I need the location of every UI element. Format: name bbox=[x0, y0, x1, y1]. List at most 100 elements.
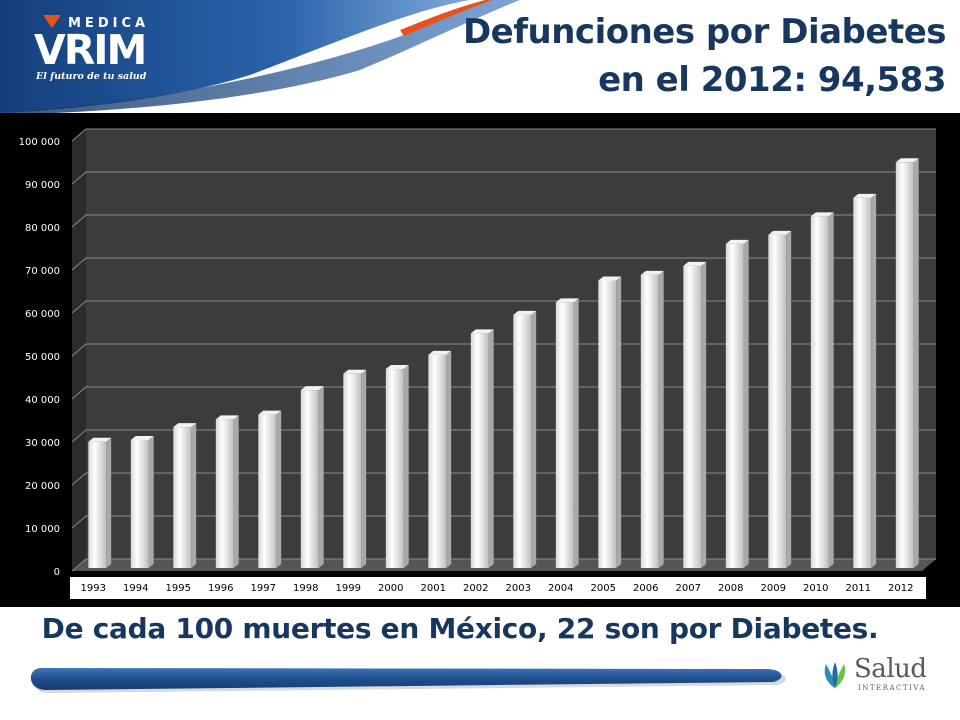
y-tick-label: 50 000 bbox=[25, 352, 60, 363]
bar-side bbox=[913, 158, 919, 568]
x-tick-label: 2007 bbox=[676, 583, 701, 594]
bar-front bbox=[130, 440, 149, 568]
y-tick-label: 30 000 bbox=[25, 438, 60, 449]
x-tick-label: 1997 bbox=[251, 583, 276, 594]
x-tick-label: 2008 bbox=[718, 583, 743, 594]
gridline bbox=[71, 128, 936, 142]
bar-side bbox=[488, 329, 494, 568]
bar-side bbox=[616, 276, 622, 568]
bar-side bbox=[658, 270, 664, 568]
bar bbox=[598, 276, 622, 568]
bar-side bbox=[318, 386, 324, 568]
x-tick-label: 2010 bbox=[803, 583, 828, 594]
bar bbox=[768, 230, 792, 568]
bar-side bbox=[828, 212, 834, 568]
y-axis-ticks: 0 10 000 20 000 30 000 40 000 50 000 60 000 70 … bbox=[19, 137, 60, 578]
x-tick-label: 2003 bbox=[506, 583, 531, 594]
bar-front bbox=[428, 354, 447, 568]
bar-top bbox=[88, 437, 112, 442]
bar-top bbox=[173, 423, 197, 428]
bar-front bbox=[683, 265, 702, 568]
logo-triangle-icon bbox=[43, 15, 61, 28]
bar-top bbox=[513, 310, 537, 315]
salud-interactiva-logo: Salud INTERACTIVA bbox=[818, 654, 938, 694]
bar bbox=[215, 415, 239, 568]
bar-side bbox=[531, 310, 537, 568]
x-tick-label: 2004 bbox=[548, 583, 573, 594]
bar-front bbox=[385, 369, 404, 568]
x-tick-label: 1995 bbox=[166, 583, 191, 594]
bar-side bbox=[871, 193, 877, 568]
bar-top bbox=[428, 350, 452, 355]
x-tick-label: 2012 bbox=[888, 583, 913, 594]
bar bbox=[470, 329, 494, 568]
bar bbox=[725, 239, 749, 569]
x-tick-label: 1994 bbox=[123, 583, 148, 594]
y-tick-label: 40 000 bbox=[25, 395, 60, 406]
bar-side bbox=[701, 261, 707, 568]
bar bbox=[683, 261, 707, 568]
bar-chart: 0 10 000 20 000 30 000 40 000 50 000 60 000 70 … bbox=[19, 128, 936, 599]
bar-front bbox=[598, 280, 617, 568]
x-tick-label: 2011 bbox=[846, 583, 871, 594]
bar-front bbox=[895, 162, 914, 568]
bar bbox=[130, 436, 154, 568]
y-tick-label: 90 000 bbox=[25, 180, 60, 191]
bar bbox=[810, 212, 834, 568]
bar-front bbox=[470, 333, 489, 568]
header-swoosh bbox=[0, 0, 520, 115]
bar-top bbox=[640, 270, 664, 275]
bar bbox=[343, 369, 367, 568]
title-line-1: Defunciones por Diabetes bbox=[462, 12, 947, 52]
x-axis-band bbox=[70, 577, 926, 599]
bar-front bbox=[810, 216, 829, 568]
bar-top bbox=[215, 415, 239, 420]
x-tick-label: 2000 bbox=[378, 583, 403, 594]
bar-front bbox=[555, 302, 574, 568]
y-tick-label: 0 bbox=[54, 567, 60, 578]
y-tick-label: 70 000 bbox=[25, 266, 60, 277]
x-tick-label: 1996 bbox=[208, 583, 233, 594]
bar bbox=[895, 158, 919, 568]
bar-side bbox=[743, 239, 749, 569]
footer-swoosh-bar bbox=[30, 668, 786, 693]
x-tick-label: 1999 bbox=[336, 583, 361, 594]
salud-leaf-icon bbox=[824, 662, 846, 688]
bar-top bbox=[385, 365, 409, 370]
bar bbox=[385, 365, 409, 568]
bar-top bbox=[725, 239, 749, 244]
bar bbox=[173, 423, 197, 568]
x-tick-label: 2009 bbox=[761, 583, 786, 594]
bar-side bbox=[191, 423, 197, 568]
gridline bbox=[71, 257, 936, 271]
y-tick-label: 20 000 bbox=[25, 481, 60, 492]
y-tick-label: 80 000 bbox=[25, 223, 60, 234]
bar-top bbox=[895, 158, 919, 163]
bar-top bbox=[300, 386, 324, 391]
bar-top bbox=[555, 298, 579, 303]
bar-front bbox=[173, 427, 192, 568]
bar-front bbox=[640, 274, 659, 568]
bar-side bbox=[446, 350, 452, 568]
x-tick-label: 2002 bbox=[463, 583, 488, 594]
gridline bbox=[71, 214, 936, 228]
y-tick-label: 10 000 bbox=[25, 524, 60, 535]
bar-front bbox=[88, 441, 107, 568]
bar-front bbox=[725, 243, 744, 569]
gridline bbox=[71, 171, 936, 185]
logo-tagline: El futuro de tu salud bbox=[36, 71, 147, 82]
x-tick-label: 2001 bbox=[421, 583, 446, 594]
bar-top bbox=[258, 410, 282, 415]
x-tick-label: 2005 bbox=[591, 583, 616, 594]
bar-front bbox=[215, 419, 234, 568]
bar bbox=[300, 386, 324, 568]
title-line-2: en el 2012: 94,583 bbox=[598, 60, 946, 100]
x-axis-ticks: 1993 1994 1995 1996 1997 1998 1999 2000 2001 2002… bbox=[70, 577, 926, 599]
plot-background bbox=[72, 129, 936, 571]
bar-front bbox=[300, 390, 319, 568]
chart-panel: 0 10 000 20 000 30 000 40 000 50 000 60 000 70 … bbox=[0, 113, 960, 607]
bar-front bbox=[768, 234, 787, 568]
bar bbox=[555, 298, 579, 568]
bar-side bbox=[573, 298, 579, 568]
x-tick-label: 1998 bbox=[293, 583, 318, 594]
